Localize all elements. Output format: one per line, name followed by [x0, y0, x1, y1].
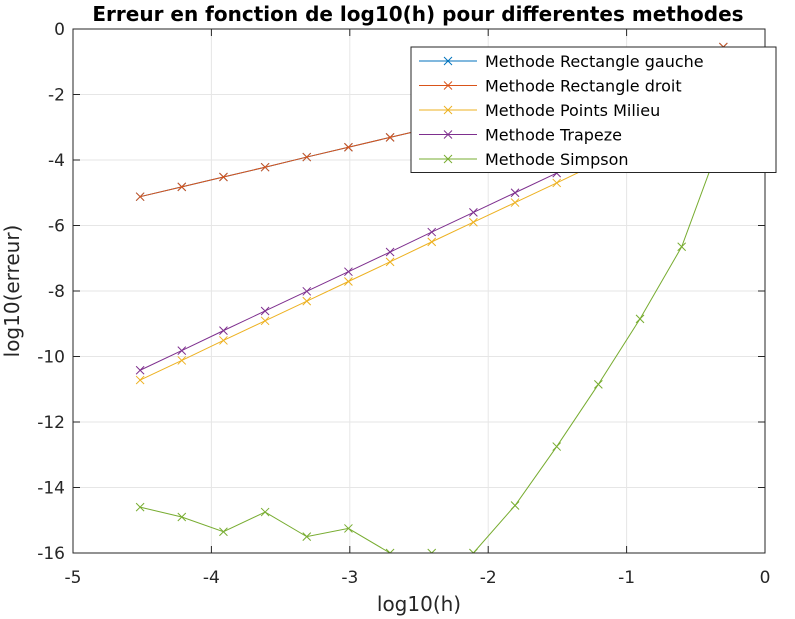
y-tick-label: -12 [37, 413, 65, 433]
y-tick-label: -6 [48, 217, 65, 237]
data-point [344, 267, 353, 277]
legend-item: Methode Trapeze [419, 126, 622, 145]
data-point [677, 242, 687, 252]
y-tick-label: -14 [37, 479, 65, 499]
series-line [140, 133, 724, 553]
data-point [302, 286, 312, 296]
data-point [552, 442, 562, 451]
data-point [344, 524, 353, 533]
data-point [427, 227, 437, 237]
x-tick-label: -2 [480, 568, 497, 588]
data-point [260, 316, 270, 326]
data-point [135, 502, 145, 512]
data-point [385, 257, 395, 267]
data-point [594, 379, 603, 389]
data-point [135, 192, 145, 202]
legend-label: Methode Trapeze [485, 126, 622, 145]
tick-labels: -5 -4 -3 -2 -1 0-16-14-12-10-8-6-4-20 [37, 20, 770, 588]
ticks [72, 28, 766, 554]
data-point [260, 507, 270, 517]
legend: Methode Rectangle gauche Methode Rectangl… [410, 46, 777, 173]
data-point [510, 188, 520, 198]
data-point [427, 548, 437, 553]
data-point [469, 548, 478, 553]
data-point [427, 237, 437, 247]
data-point [385, 548, 395, 553]
data-point [344, 277, 353, 286]
legend-item: Methode Simpson [419, 150, 629, 169]
data-point [177, 182, 187, 192]
data-point [219, 527, 228, 537]
data-point [344, 142, 353, 152]
legend-label: Methode Rectangle droit [485, 77, 682, 96]
x-tick-label: 0 [760, 568, 771, 588]
data-point [469, 217, 478, 227]
data-point [302, 296, 312, 306]
data-point [302, 532, 312, 541]
data-point [177, 346, 187, 355]
data-point [177, 512, 187, 522]
y-axis-label: log10(erreur) [0, 225, 24, 358]
data-point [219, 172, 228, 182]
legend-item: Methode Rectangle droit [419, 77, 682, 96]
data-point [385, 247, 395, 257]
data-point [135, 365, 145, 375]
data-point [219, 336, 228, 345]
legend-label: Methode Points Milieu [485, 101, 660, 120]
data-point [552, 178, 562, 188]
data-point [469, 208, 478, 217]
y-tick-label: -4 [48, 151, 65, 171]
legend-label: Methode Rectangle gauche [485, 52, 704, 71]
y-tick-label: -8 [48, 282, 65, 302]
data-point [260, 162, 270, 172]
x-tick-label: -1 [618, 568, 635, 588]
data-point [510, 501, 520, 510]
y-tick-label: 0 [54, 20, 65, 40]
x-tick-label: -4 [203, 568, 220, 588]
series-5 [135, 129, 728, 553]
data-point [219, 326, 228, 335]
data-point [302, 152, 312, 162]
x-tick-label: -5 [65, 568, 82, 588]
y-tick-label: -2 [48, 86, 65, 106]
y-tick-label: -10 [37, 348, 65, 368]
chart-title: Erreur en fonction de log10(h) pour diff… [92, 2, 743, 26]
data-point [135, 375, 145, 385]
legend-item: Methode Points Milieu [419, 101, 660, 120]
data-point [177, 356, 187, 365]
y-tick-label: -16 [37, 544, 65, 564]
data-point [385, 133, 395, 142]
data-point [260, 306, 270, 316]
data-point [635, 314, 645, 324]
legend-item: Methode Rectangle gauche [419, 52, 704, 71]
legend-label: Methode Simpson [485, 150, 629, 169]
x-tick-label: -3 [341, 568, 358, 588]
x-axis-label: log10(h) [377, 592, 461, 616]
data-point [510, 198, 520, 207]
